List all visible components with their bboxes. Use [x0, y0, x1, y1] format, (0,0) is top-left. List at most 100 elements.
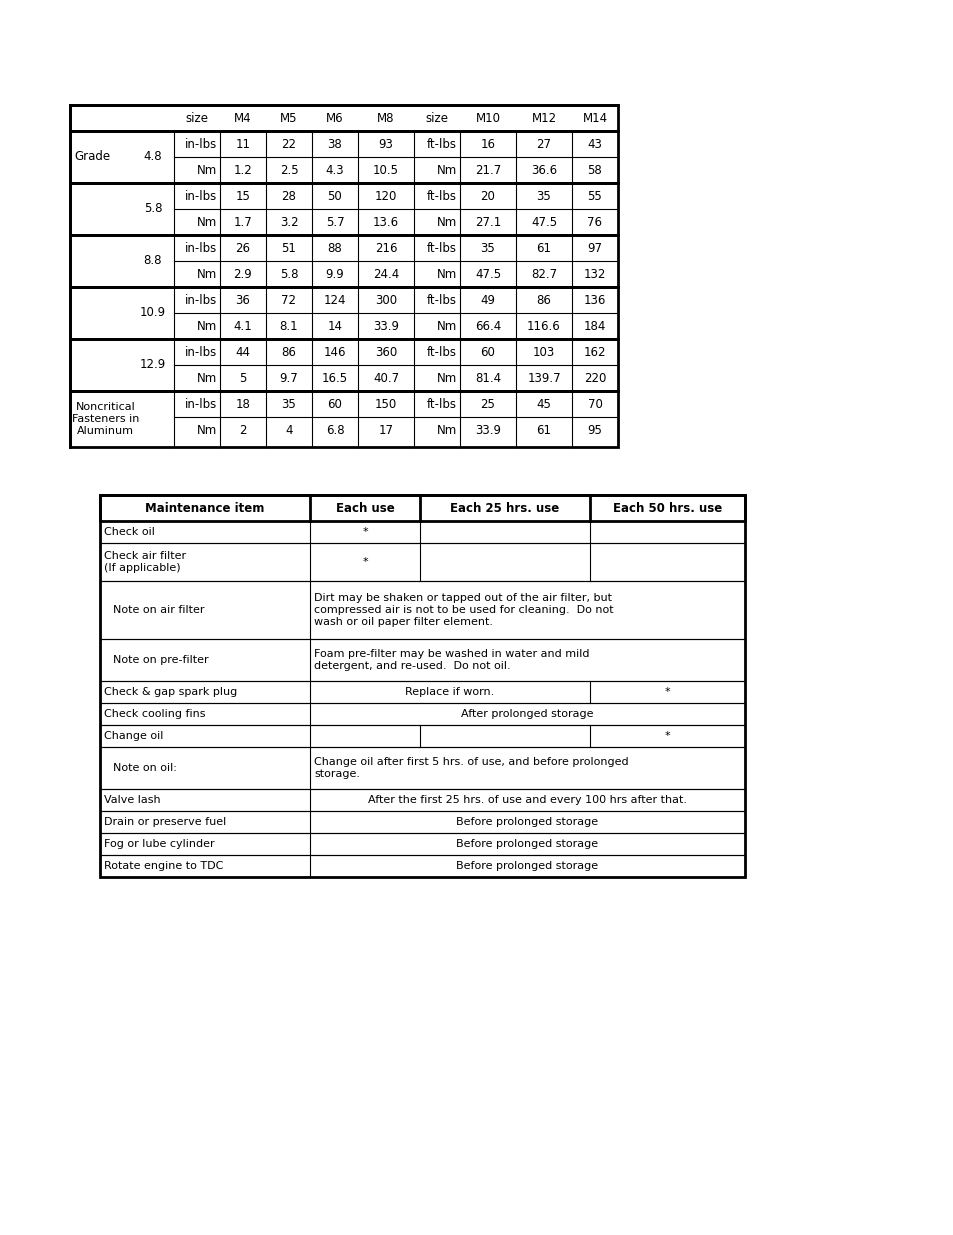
Text: Each 25 hrs. use: Each 25 hrs. use — [450, 501, 559, 515]
Text: Before prolonged storage: Before prolonged storage — [456, 818, 598, 827]
Text: Nm: Nm — [436, 215, 456, 228]
Text: 36.6: 36.6 — [531, 163, 557, 177]
Text: 8.1: 8.1 — [279, 320, 298, 332]
Text: Each 50 hrs. use: Each 50 hrs. use — [612, 501, 721, 515]
Text: 9.9: 9.9 — [325, 268, 344, 280]
Text: 4.1: 4.1 — [233, 320, 253, 332]
Text: 5.8: 5.8 — [279, 268, 298, 280]
Text: 220: 220 — [583, 372, 605, 384]
Text: 21.7: 21.7 — [475, 163, 500, 177]
Bar — [100, 580, 744, 638]
Bar — [70, 338, 618, 391]
Text: After prolonged storage: After prolonged storage — [460, 709, 593, 719]
Text: Foam pre-filter may be washed in water and mild
detergent, and re-used.  Do not : Foam pre-filter may be washed in water a… — [314, 650, 589, 671]
Text: 35: 35 — [536, 189, 551, 203]
Text: Note on pre-filter: Note on pre-filter — [106, 655, 209, 664]
Text: 11: 11 — [235, 137, 251, 151]
Text: 76: 76 — [587, 215, 602, 228]
Text: 216: 216 — [375, 242, 396, 254]
Text: 27: 27 — [536, 137, 551, 151]
Text: M5: M5 — [280, 111, 297, 125]
Text: Before prolonged storage: Before prolonged storage — [456, 839, 598, 848]
Bar — [70, 183, 618, 235]
Text: 5: 5 — [239, 372, 247, 384]
Text: After the first 25 hrs. of use and every 100 hrs after that.: After the first 25 hrs. of use and every… — [368, 795, 686, 805]
Text: 10.9: 10.9 — [140, 306, 166, 320]
Text: Grade: Grade — [74, 151, 110, 163]
Text: 8.8: 8.8 — [144, 254, 162, 268]
Text: 35: 35 — [281, 398, 296, 410]
Text: Valve lash: Valve lash — [104, 795, 160, 805]
Text: 1.2: 1.2 — [233, 163, 253, 177]
Text: 45: 45 — [536, 398, 551, 410]
Text: Nm: Nm — [436, 268, 456, 280]
Text: 27.1: 27.1 — [475, 215, 500, 228]
Text: *: * — [664, 731, 670, 741]
Text: 60: 60 — [480, 346, 495, 358]
Text: Nm: Nm — [436, 424, 456, 436]
Text: ft-lbs: ft-lbs — [427, 137, 456, 151]
Text: 360: 360 — [375, 346, 396, 358]
Text: 35: 35 — [480, 242, 495, 254]
Text: Nm: Nm — [436, 372, 456, 384]
Text: 36: 36 — [235, 294, 251, 306]
Text: 14: 14 — [327, 320, 342, 332]
Text: Nm: Nm — [196, 215, 216, 228]
Text: size: size — [425, 111, 448, 125]
Text: Check & gap spark plug: Check & gap spark plug — [104, 687, 237, 697]
Text: Nm: Nm — [196, 320, 216, 332]
Text: 10.5: 10.5 — [373, 163, 398, 177]
Bar — [100, 521, 744, 543]
Text: 82.7: 82.7 — [531, 268, 557, 280]
Bar — [70, 287, 618, 338]
Text: Nm: Nm — [436, 163, 456, 177]
Bar — [100, 725, 744, 747]
Text: M10: M10 — [475, 111, 500, 125]
Text: in-lbs: in-lbs — [185, 346, 216, 358]
Text: Maintenance item: Maintenance item — [145, 501, 264, 515]
Text: 124: 124 — [323, 294, 346, 306]
Bar — [100, 747, 744, 789]
Text: M6: M6 — [326, 111, 343, 125]
Text: 60: 60 — [327, 398, 342, 410]
Text: Dirt may be shaken or tapped out of the air filter, but
compressed air is not to: Dirt may be shaken or tapped out of the … — [314, 593, 613, 626]
Text: Check cooling fins: Check cooling fins — [104, 709, 205, 719]
Text: 6.8: 6.8 — [325, 424, 344, 436]
Text: Fog or lube cylinder: Fog or lube cylinder — [104, 839, 214, 848]
Text: 9.7: 9.7 — [279, 372, 298, 384]
Text: 18: 18 — [235, 398, 251, 410]
Bar — [100, 789, 744, 811]
Text: 2.9: 2.9 — [233, 268, 253, 280]
Text: 116.6: 116.6 — [527, 320, 560, 332]
Text: 49: 49 — [480, 294, 495, 306]
Text: Before prolonged storage: Before prolonged storage — [456, 861, 598, 871]
Text: ft-lbs: ft-lbs — [427, 189, 456, 203]
Bar — [100, 832, 744, 855]
Text: 93: 93 — [378, 137, 393, 151]
Text: 3.2: 3.2 — [279, 215, 298, 228]
Text: 66.4: 66.4 — [475, 320, 500, 332]
Text: 40.7: 40.7 — [373, 372, 398, 384]
Text: 2: 2 — [239, 424, 247, 436]
Text: 61: 61 — [536, 242, 551, 254]
Text: 4.3: 4.3 — [325, 163, 344, 177]
Text: Change oil after first 5 hrs. of use, and before prolonged
storage.: Change oil after first 5 hrs. of use, an… — [314, 757, 628, 779]
Text: 44: 44 — [235, 346, 251, 358]
Text: 12.9: 12.9 — [140, 358, 166, 372]
Text: M14: M14 — [582, 111, 607, 125]
Text: 50: 50 — [327, 189, 342, 203]
Text: size: size — [185, 111, 209, 125]
Text: 25: 25 — [480, 398, 495, 410]
Bar — [100, 811, 744, 832]
Text: 61: 61 — [536, 424, 551, 436]
Text: 33.9: 33.9 — [475, 424, 500, 436]
Text: 1.7: 1.7 — [233, 215, 253, 228]
Text: Nm: Nm — [196, 163, 216, 177]
Text: 103: 103 — [533, 346, 555, 358]
Text: Check air filter
(If applicable): Check air filter (If applicable) — [104, 551, 186, 573]
Bar — [100, 680, 744, 703]
Text: 86: 86 — [536, 294, 551, 306]
Bar — [100, 855, 744, 877]
Text: 70: 70 — [587, 398, 601, 410]
Text: Nm: Nm — [196, 372, 216, 384]
